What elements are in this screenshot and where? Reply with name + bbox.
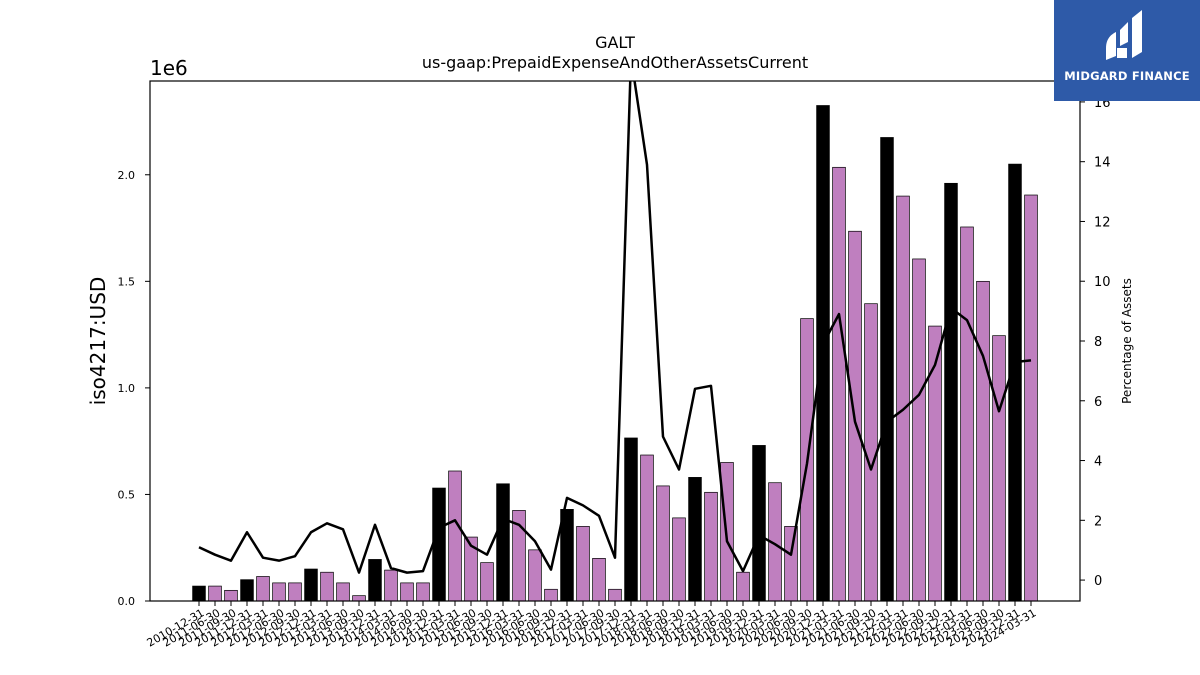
- bar-2020-06-30: [784, 526, 798, 602]
- y-axis-label: iso4217:USD: [86, 277, 110, 406]
- bar-2023-09-30: [992, 335, 1006, 602]
- y2-tick-label: 0: [1094, 574, 1102, 589]
- bar-2019-12-31: [752, 445, 766, 602]
- bar-2017-09-30: [608, 588, 622, 602]
- bar-2019-03-31: [704, 491, 718, 602]
- y-tick-label: 0.0: [118, 595, 136, 608]
- logo-text: MIDGARD FINANCE: [1064, 69, 1190, 83]
- bar-2021-12-31: [880, 137, 894, 602]
- bar-2013-06-30: [336, 582, 350, 602]
- bar-2022-03-31: [896, 195, 910, 602]
- bar-2022-06-30: [912, 258, 926, 602]
- y2-tick-label: 4: [1094, 455, 1102, 470]
- bar-2011-06-30: [208, 585, 222, 602]
- bar-2011-09-30: [224, 589, 238, 602]
- y2-tick-label: 6: [1094, 395, 1102, 410]
- bar-2013-12-31: [368, 559, 382, 602]
- bar-2013-09-30: [352, 595, 366, 602]
- bar-2012-06-30: [272, 582, 286, 602]
- y2-tick-label: 12: [1094, 215, 1111, 230]
- y2-tick-label: 10: [1094, 275, 1111, 290]
- bar-2024-03-31: [1024, 194, 1038, 602]
- bar-2013-03-31: [320, 571, 334, 602]
- y-tick-label: 0.5: [118, 488, 136, 501]
- line-group: [198, 81, 1032, 574]
- bar-2016-06-30: [528, 549, 542, 602]
- bar-2017-12-31: [624, 437, 638, 602]
- axes: 0.00.51.01.52.002468101214162010-12-3120…: [118, 80, 1111, 650]
- y-axis-offset: 1e6: [150, 56, 188, 80]
- bar-2017-03-31: [576, 526, 590, 602]
- y2-tick-label: 2: [1094, 514, 1102, 529]
- y-tick-label: 1.5: [118, 275, 136, 288]
- bar-2017-06-30: [592, 558, 606, 602]
- bar-2023-06-30: [976, 280, 990, 602]
- y-tick-label: 2.0: [118, 169, 136, 182]
- bar-2023-12-31: [1008, 163, 1022, 602]
- bar-2015-09-30: [480, 562, 494, 602]
- bar-2014-03-31: [384, 569, 398, 602]
- bar-2014-12-31: [432, 487, 446, 602]
- chart-title: GALT: [595, 33, 635, 52]
- y-tick-label: 1.0: [118, 382, 136, 395]
- bar-2010-12-31: [192, 585, 206, 602]
- percentage-line: [198, 81, 1032, 574]
- bar-2015-03-31: [448, 470, 462, 602]
- y2-tick-label: 8: [1094, 335, 1102, 350]
- bar-2011-12-31: [240, 579, 254, 602]
- bar-2012-03-31: [256, 576, 270, 602]
- bar-2014-06-30: [400, 582, 414, 602]
- bar-2015-12-31: [496, 483, 510, 602]
- bar-2012-12-31: [304, 568, 318, 602]
- bar-2021-03-31: [832, 166, 846, 602]
- bar-2016-09-30: [544, 588, 558, 602]
- bar-2018-09-30: [672, 517, 686, 602]
- y2-tick-label: 14: [1094, 156, 1111, 171]
- bar-2014-09-30: [416, 582, 430, 602]
- y2-axis-label: Percentage of Assets: [1120, 278, 1134, 404]
- bar-2018-12-31: [688, 477, 702, 602]
- chart-subtitle: us-gaap:PrepaidExpenseAndOtherAssetsCurr…: [422, 53, 808, 72]
- bar-2023-03-31: [960, 226, 974, 602]
- brand-logo: MIDGARD FINANCE: [1054, 0, 1200, 101]
- bar-group: [192, 105, 1038, 602]
- bar-2018-06-30: [656, 485, 670, 602]
- bar-2018-03-31: [640, 454, 654, 602]
- bar-2012-09-30: [288, 582, 302, 602]
- midgard-logo-icon: [1106, 10, 1142, 60]
- bar-2022-12-31: [944, 182, 958, 602]
- bar-2019-09-30: [736, 571, 750, 602]
